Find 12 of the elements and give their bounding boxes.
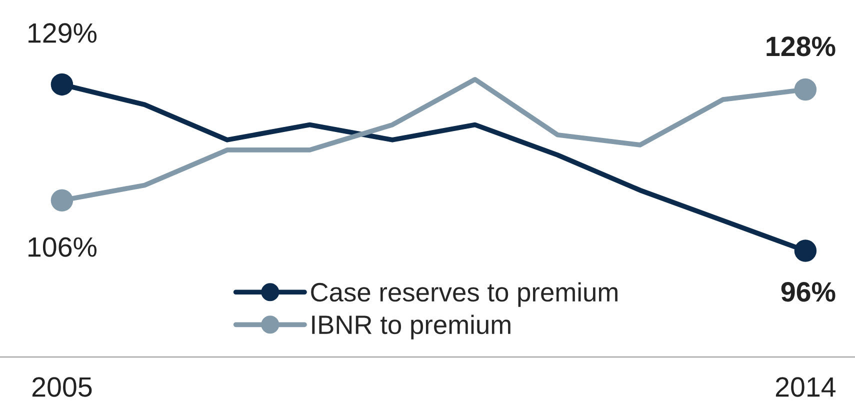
data-label: 128% <box>766 36 836 56</box>
data-label: 96% <box>781 282 836 302</box>
point <box>794 78 817 101</box>
x-tick-label: 2005 <box>32 377 92 397</box>
point <box>50 189 74 212</box>
data-label: 106% <box>28 237 96 257</box>
point <box>50 73 74 96</box>
point <box>794 240 817 262</box>
legend-label: Case reserves to premium <box>311 282 618 307</box>
data-label: 129% <box>28 23 96 43</box>
x-tick-label: 2014 <box>776 377 836 397</box>
legend-label: IBNR to premium <box>312 314 510 340</box>
